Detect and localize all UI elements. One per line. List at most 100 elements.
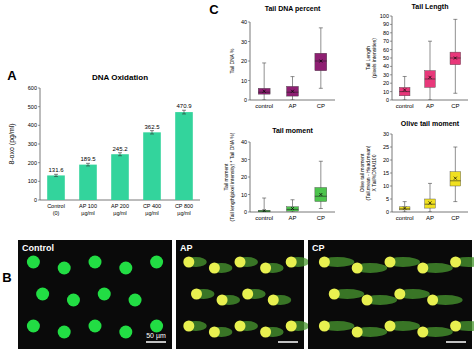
y-tick <box>248 194 250 195</box>
y-tick-label: 0 <box>34 197 37 203</box>
y-tick <box>248 159 250 160</box>
y-tick <box>390 199 392 200</box>
median <box>287 209 299 210</box>
marks <box>47 110 193 200</box>
x-tick-label: control <box>255 215 273 221</box>
mean-marker <box>429 76 432 79</box>
box <box>287 207 299 211</box>
x-tick-label: AP <box>426 103 434 109</box>
micrograph-bg <box>18 240 172 349</box>
whisker-cap <box>319 208 323 209</box>
comet-head <box>286 321 297 332</box>
whisker-cap <box>291 76 295 77</box>
marks <box>399 19 460 100</box>
micrograph-label: Control <box>22 243 54 253</box>
micrograph-bg <box>176 240 304 349</box>
nucleus <box>150 256 163 269</box>
whisker-cap <box>291 100 295 101</box>
y-tick-label: 40 <box>383 63 389 69</box>
x-tick-label: CP 400µg/ml <box>143 203 161 216</box>
nucleus <box>58 326 71 339</box>
marks <box>258 161 327 212</box>
median <box>315 61 327 62</box>
comet-head <box>209 327 220 338</box>
comet-head <box>385 257 396 268</box>
micrograph-label: AP <box>180 243 193 253</box>
y-axis-label-line: (Tail length(pixel intensity) * Tail DNA… <box>229 132 235 221</box>
whisker-cap <box>262 100 266 101</box>
nucleus <box>98 288 111 301</box>
x-tick-label-line: Control <box>47 203 65 209</box>
mean-marker <box>403 88 406 91</box>
data-label: 362.5 <box>144 124 160 130</box>
mean-marker <box>291 90 294 93</box>
comet-head <box>352 327 363 338</box>
x-tick-label-line: µg/ml <box>113 210 127 216</box>
nucleus <box>89 256 102 269</box>
title: Olive tail moment <box>401 120 460 127</box>
scale-bar <box>278 341 298 343</box>
title: Tail Length <box>412 3 449 11</box>
y-tick-label: 10 <box>383 183 389 189</box>
nucleus <box>27 320 40 333</box>
micrograph-bg <box>308 240 472 349</box>
y-tick <box>38 162 40 163</box>
y-tick <box>390 41 392 42</box>
box <box>315 188 327 202</box>
y-tick <box>38 181 40 182</box>
mean-marker <box>263 209 266 212</box>
y-tick-label: 25 <box>383 144 389 150</box>
box <box>287 86 299 96</box>
comet-head <box>260 263 271 274</box>
comet-head <box>209 263 220 274</box>
whisker-cap <box>403 76 407 77</box>
y-tick-label: 30 <box>241 39 247 45</box>
y-tick <box>38 125 40 126</box>
data-label: 189.5 <box>80 156 96 162</box>
x-tick-label: CP <box>317 215 325 221</box>
whisker <box>264 198 265 212</box>
whisker-cap <box>262 198 266 199</box>
y-tick-label: 40 <box>241 19 247 25</box>
x-tick-label: CP <box>317 103 325 109</box>
y-tick <box>390 32 392 33</box>
whisker-cap <box>319 88 323 89</box>
x-tick-label-line: CP 800 <box>175 203 193 209</box>
error-bar <box>54 174 58 176</box>
marks <box>399 147 460 212</box>
median <box>450 58 461 59</box>
y-tick <box>390 134 392 135</box>
y-axis-label: Tail DNA % <box>229 48 235 74</box>
comet-head <box>242 289 253 300</box>
y-axis-label: Tail Length(pixels intensities) <box>365 38 377 78</box>
x-tick-label: AP 100µg/ml <box>79 203 97 216</box>
y-tick <box>248 41 250 42</box>
nucleus <box>119 326 132 339</box>
whisker <box>264 63 265 100</box>
median <box>399 91 410 92</box>
comet-head <box>191 289 202 300</box>
y-tick-label: 20 <box>241 174 247 180</box>
x-tick-label: control <box>255 103 273 109</box>
chart-4: 051015202530Olive tail moment(Tail.mean … <box>359 120 468 221</box>
y-tick <box>390 160 392 161</box>
y-tick-label: 50 <box>383 55 389 61</box>
comet-head <box>427 295 438 306</box>
x-tick-label: AP <box>288 103 296 109</box>
x-tick-label-line: CP 400 <box>143 203 161 209</box>
x-tick-label: control <box>396 215 414 221</box>
micrograph-label: CP <box>312 243 325 253</box>
scale-bar <box>146 341 166 343</box>
bar <box>143 132 161 200</box>
scale-bar <box>446 341 466 343</box>
error-bar <box>118 153 122 156</box>
y-tick-label: 70 <box>383 38 389 44</box>
comet-head <box>450 257 461 268</box>
y-tick-label: 10 <box>383 89 389 95</box>
comet-head <box>450 321 461 332</box>
data-label: 131.6 <box>48 167 64 173</box>
nucleus <box>27 256 40 269</box>
nucleus <box>89 320 102 333</box>
y-tick <box>390 147 392 148</box>
x-tick-label: AP <box>426 215 434 221</box>
